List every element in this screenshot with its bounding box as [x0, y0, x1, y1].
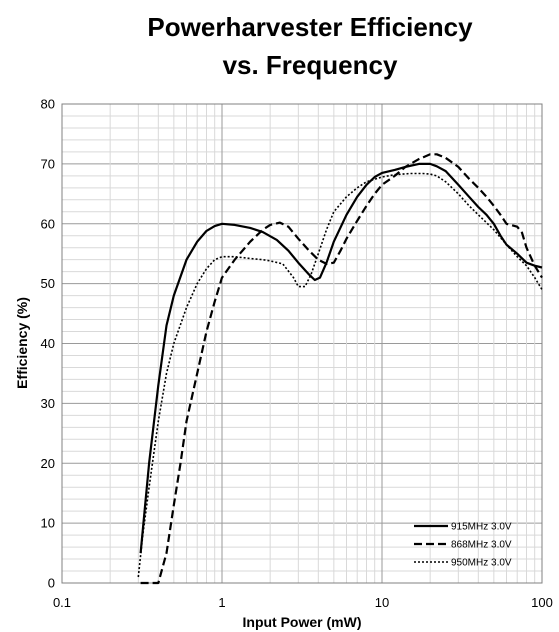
x-tick-label: 10	[375, 595, 389, 610]
plot-area-frame	[61, 103, 543, 584]
chart-title-line2: vs. Frequency	[223, 50, 398, 80]
tick-labels: 0 10 20 30 40 50 60 70 80 0.1 1 10 100	[41, 97, 553, 611]
series-line-950mhz-3-0v	[137, 172, 543, 578]
x-axis-label: Input Power (mW)	[243, 614, 362, 630]
legend-entry-label: 868MHz 3.0V	[451, 540, 512, 551]
y-axis-label: Efficiency (%)	[14, 297, 30, 389]
grid	[61, 103, 543, 584]
y-tick-label: 0	[48, 576, 55, 591]
y-tick-label: 80	[41, 97, 55, 112]
y-tick-label: 20	[41, 456, 55, 471]
y-tick-label: 50	[41, 276, 55, 291]
y-tick-label: 40	[41, 336, 55, 351]
series-line-868mhz-3-0v	[140, 153, 543, 585]
series-line-915mhz-3-0v	[139, 162, 543, 554]
legend-entry-label: 915MHz 3.0V	[451, 522, 512, 533]
y-tick-label: 60	[41, 216, 55, 231]
y-tick-label: 10	[41, 516, 55, 531]
y-tick-label: 70	[41, 156, 55, 171]
chart-title-line1: Powerharvester Efficiency	[147, 12, 473, 42]
x-tick-label: 0.1	[53, 595, 71, 610]
legend-entry-label: 950MHz 3.0V	[451, 558, 512, 569]
y-tick-label: 30	[41, 396, 55, 411]
series-lines	[137, 153, 543, 585]
x-tick-label: 100	[531, 595, 553, 610]
x-tick-label: 1	[218, 595, 225, 610]
legend: 915MHz 3.0V 868MHz 3.0V 950MHz 3.0V	[414, 522, 512, 569]
